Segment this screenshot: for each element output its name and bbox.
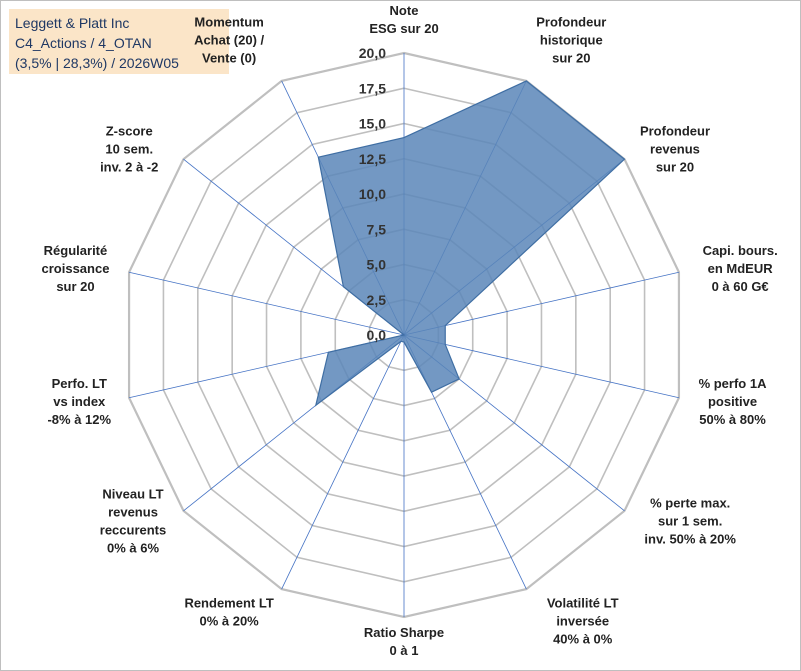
axis-label: Régularité croissance sur 20	[42, 243, 110, 294]
axis-label: Z-score 10 sem. inv. 2 à -2	[100, 124, 158, 175]
axis-label: Profondeur revenus sur 20	[640, 124, 710, 175]
title-stats: (3,5% | 28,3%) / 2026W05	[15, 55, 179, 71]
title-company: Leggett & Platt Inc	[15, 15, 130, 31]
axis-label: Niveau LT revenus reccurents 0% à 6%	[100, 486, 166, 555]
radar-tick-labels: 0,0 2,5 5,0 7,5 10,0 12,5 15,0 17,5 20,0	[359, 45, 386, 343]
axis-spoke	[403, 271, 680, 336]
axis-spoke	[128, 271, 405, 336]
axis-label: Perfo. LT vs index -8% à 12%	[47, 376, 111, 427]
axis-label: Rendement LT 0% à 20%	[184, 595, 273, 628]
axis-label: Volatilité LT inversée 40% à 0%	[547, 595, 619, 646]
tick-label: 2,5	[367, 292, 387, 308]
tick-label: 12,5	[359, 151, 386, 167]
radar-axis-labels: Note ESG sur 20 Profondeur historique sur 20…	[42, 3, 778, 658]
axis-label: Profondeur historique sur 20	[536, 15, 606, 66]
axis-label: % perte max. sur 1 sem. inv. 50% à 20%	[644, 495, 736, 546]
axis-label: Momentum Achat (20) / Vente (0)	[194, 15, 264, 66]
tick-label: 5,0	[367, 257, 387, 273]
tick-label: 15,0	[359, 116, 386, 132]
chart-title-box: Leggett & Platt Inc C4_Actions / 4_OTAN …	[9, 9, 229, 74]
axis-spoke	[281, 334, 405, 590]
axis-label: Ratio Sharpe 0 à 1	[364, 625, 444, 658]
title-category: C4_Actions / 4_OTAN	[15, 35, 152, 51]
tick-label: 10,0	[359, 186, 386, 202]
tick-label: 20,0	[359, 45, 386, 61]
tick-label: 0,0	[367, 327, 387, 343]
radar-series	[314, 80, 626, 407]
axis-label: Note ESG sur 20	[369, 3, 438, 36]
axis-label: Capi. bours. en MdEUR 0 à 60 G€	[703, 243, 778, 294]
axis-label: % perfo 1A positive 50% à 80%	[699, 376, 768, 427]
tick-label: 7,5	[367, 221, 387, 237]
series-area	[314, 80, 626, 407]
tick-label: 17,5	[359, 80, 386, 96]
axis-spoke	[403, 334, 680, 399]
